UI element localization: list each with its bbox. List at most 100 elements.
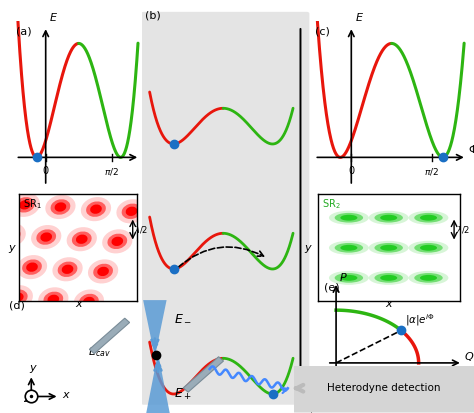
Ellipse shape xyxy=(340,275,357,281)
Polygon shape xyxy=(90,318,129,354)
Text: y: y xyxy=(304,243,310,253)
Text: (e): (e) xyxy=(324,282,340,292)
Ellipse shape xyxy=(335,213,363,223)
Ellipse shape xyxy=(374,273,403,282)
Ellipse shape xyxy=(374,213,403,223)
Text: Heterodyne detection: Heterodyne detection xyxy=(327,383,441,393)
Ellipse shape xyxy=(409,211,448,225)
Text: (a): (a) xyxy=(16,26,32,36)
Ellipse shape xyxy=(22,259,42,275)
Text: x: x xyxy=(75,299,82,309)
Ellipse shape xyxy=(0,257,6,273)
Ellipse shape xyxy=(47,295,59,304)
Ellipse shape xyxy=(335,243,363,253)
Ellipse shape xyxy=(335,273,363,282)
Ellipse shape xyxy=(67,227,97,251)
Ellipse shape xyxy=(51,199,70,215)
Ellipse shape xyxy=(44,292,63,307)
Ellipse shape xyxy=(414,273,443,282)
Text: (d): (d) xyxy=(9,300,25,310)
Text: Q: Q xyxy=(465,352,473,362)
Text: z: z xyxy=(24,394,29,404)
Ellipse shape xyxy=(38,287,68,311)
Ellipse shape xyxy=(19,200,31,209)
Text: 0: 0 xyxy=(348,166,355,176)
Ellipse shape xyxy=(414,213,443,223)
Text: $E_-$: $E_-$ xyxy=(173,311,191,324)
Ellipse shape xyxy=(90,204,102,214)
FancyBboxPatch shape xyxy=(289,366,474,413)
Ellipse shape xyxy=(93,264,113,279)
Ellipse shape xyxy=(86,202,106,217)
FancyBboxPatch shape xyxy=(141,12,310,405)
Ellipse shape xyxy=(17,255,47,279)
Ellipse shape xyxy=(12,292,24,302)
Ellipse shape xyxy=(3,285,33,309)
Ellipse shape xyxy=(5,230,17,240)
Text: (c): (c) xyxy=(315,26,330,36)
Ellipse shape xyxy=(420,275,437,281)
Text: $\Phi$: $\Phi$ xyxy=(468,143,474,155)
Ellipse shape xyxy=(374,243,403,253)
Ellipse shape xyxy=(369,211,409,225)
Text: $E_{cav}$: $E_{cav}$ xyxy=(88,346,110,359)
Text: $E$: $E$ xyxy=(356,11,365,23)
Text: $|\alpha|e^{i\Phi}$: $|\alpha|e^{i\Phi}$ xyxy=(405,312,435,328)
Ellipse shape xyxy=(40,233,52,242)
Ellipse shape xyxy=(72,232,91,247)
Ellipse shape xyxy=(0,253,11,277)
Ellipse shape xyxy=(36,229,56,245)
Ellipse shape xyxy=(369,241,409,255)
Ellipse shape xyxy=(111,237,123,246)
Ellipse shape xyxy=(97,267,109,276)
Ellipse shape xyxy=(420,215,437,221)
Text: (b): (b) xyxy=(145,10,160,20)
Ellipse shape xyxy=(31,225,61,249)
Ellipse shape xyxy=(15,197,35,213)
Ellipse shape xyxy=(1,227,20,242)
Ellipse shape xyxy=(81,197,111,221)
Ellipse shape xyxy=(88,259,118,283)
Ellipse shape xyxy=(62,265,73,274)
Text: $E$: $E$ xyxy=(49,11,58,23)
Text: SR$_2$: SR$_2$ xyxy=(322,197,340,211)
Ellipse shape xyxy=(46,195,75,219)
Text: x: x xyxy=(385,299,392,309)
Ellipse shape xyxy=(10,193,40,217)
Ellipse shape xyxy=(122,204,141,219)
Ellipse shape xyxy=(414,243,443,253)
Text: y: y xyxy=(29,363,36,373)
Ellipse shape xyxy=(0,260,2,270)
Text: 0: 0 xyxy=(43,166,49,176)
Ellipse shape xyxy=(126,206,137,216)
Ellipse shape xyxy=(108,234,127,249)
Text: P: P xyxy=(340,273,346,283)
Text: $V_p$: $V_p$ xyxy=(302,399,317,413)
Ellipse shape xyxy=(329,241,369,255)
Ellipse shape xyxy=(117,199,146,223)
Ellipse shape xyxy=(53,257,82,281)
Ellipse shape xyxy=(409,241,448,255)
Polygon shape xyxy=(183,357,223,392)
Ellipse shape xyxy=(329,211,369,225)
Text: $E_+$: $E_+$ xyxy=(173,387,191,402)
Text: y: y xyxy=(9,243,15,253)
Ellipse shape xyxy=(340,215,357,221)
Ellipse shape xyxy=(79,294,99,309)
Ellipse shape xyxy=(0,223,26,247)
Ellipse shape xyxy=(420,245,437,251)
Ellipse shape xyxy=(76,235,88,244)
Ellipse shape xyxy=(340,245,357,251)
Ellipse shape xyxy=(102,229,132,254)
Ellipse shape xyxy=(55,202,66,211)
Ellipse shape xyxy=(58,261,77,277)
Ellipse shape xyxy=(409,271,448,285)
Ellipse shape xyxy=(380,275,397,281)
Ellipse shape xyxy=(380,245,397,251)
Ellipse shape xyxy=(8,290,27,305)
Text: $\lambda/2$: $\lambda/2$ xyxy=(456,224,471,235)
Ellipse shape xyxy=(83,297,95,306)
Ellipse shape xyxy=(369,271,409,285)
Text: $\lambda/2$: $\lambda/2$ xyxy=(135,224,149,235)
Text: x: x xyxy=(63,390,69,400)
